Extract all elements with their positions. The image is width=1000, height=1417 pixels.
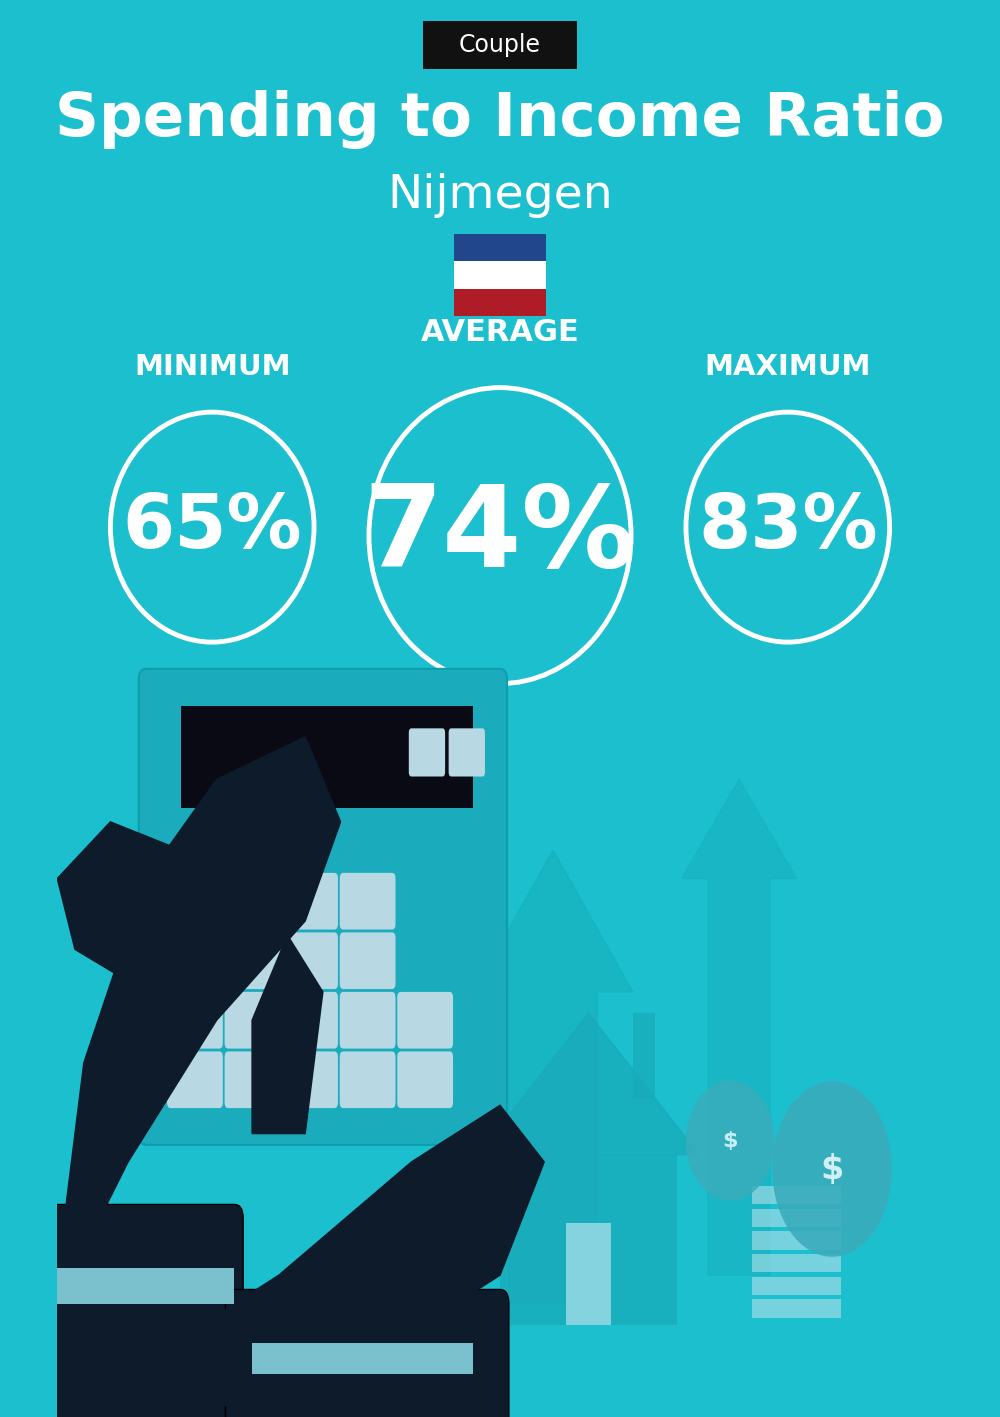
Bar [752, 1277, 841, 1295]
Bar [454, 261, 546, 289]
FancyBboxPatch shape [225, 1289, 509, 1417]
Polygon shape [296, 808, 385, 1105]
Bar [752, 1186, 841, 1204]
FancyBboxPatch shape [282, 992, 338, 1049]
Ellipse shape [686, 1081, 775, 1200]
Polygon shape [57, 1105, 544, 1417]
Text: Couple: Couple [459, 34, 541, 57]
FancyBboxPatch shape [449, 728, 485, 777]
Bar [454, 234, 546, 261]
Polygon shape [478, 1013, 699, 1155]
FancyBboxPatch shape [167, 932, 223, 989]
Polygon shape [252, 935, 323, 1134]
FancyBboxPatch shape [225, 1051, 280, 1108]
FancyBboxPatch shape [282, 932, 338, 989]
Bar [752, 1209, 841, 1227]
Text: $: $ [820, 1152, 844, 1186]
Bar [566, 1223, 611, 1325]
FancyBboxPatch shape [397, 992, 453, 1049]
Text: MINIMUM: MINIMUM [134, 353, 291, 381]
Text: Spending to Income Ratio: Spending to Income Ratio [55, 89, 945, 149]
Bar [252, 1343, 473, 1374]
FancyBboxPatch shape [423, 21, 577, 69]
FancyBboxPatch shape [409, 728, 445, 777]
FancyBboxPatch shape [340, 932, 396, 989]
FancyBboxPatch shape [282, 873, 338, 930]
FancyBboxPatch shape [225, 932, 280, 989]
FancyBboxPatch shape [340, 992, 396, 1049]
FancyBboxPatch shape [340, 873, 396, 930]
Text: MAXIMUM: MAXIMUM [705, 353, 871, 381]
Text: 83%: 83% [698, 490, 878, 564]
FancyBboxPatch shape [139, 669, 507, 1145]
Text: Nijmegen: Nijmegen [387, 173, 613, 218]
FancyBboxPatch shape [167, 873, 223, 930]
Bar [752, 1231, 841, 1250]
FancyBboxPatch shape [282, 1051, 338, 1108]
FancyBboxPatch shape [167, 992, 223, 1049]
Text: 74%: 74% [364, 480, 636, 591]
FancyBboxPatch shape [397, 1051, 453, 1108]
FancyBboxPatch shape [225, 992, 280, 1049]
Bar [633, 1013, 655, 1098]
Bar [454, 289, 546, 316]
FancyBboxPatch shape [167, 1051, 223, 1108]
FancyBboxPatch shape [340, 1051, 396, 1108]
Text: $: $ [722, 1131, 738, 1151]
Text: 65%: 65% [122, 490, 302, 564]
FancyBboxPatch shape [31, 1204, 243, 1417]
Bar [752, 1299, 841, 1318]
FancyBboxPatch shape [225, 873, 280, 930]
Ellipse shape [772, 1081, 892, 1257]
Polygon shape [57, 822, 199, 992]
Text: AVERAGE: AVERAGE [421, 319, 579, 347]
Bar [40, 1268, 234, 1304]
Bar [181, 706, 473, 808]
Polygon shape [473, 850, 633, 1304]
Bar [500, 1155, 677, 1325]
Polygon shape [57, 737, 341, 1304]
Polygon shape [682, 779, 797, 1275]
Bar [752, 1254, 841, 1272]
